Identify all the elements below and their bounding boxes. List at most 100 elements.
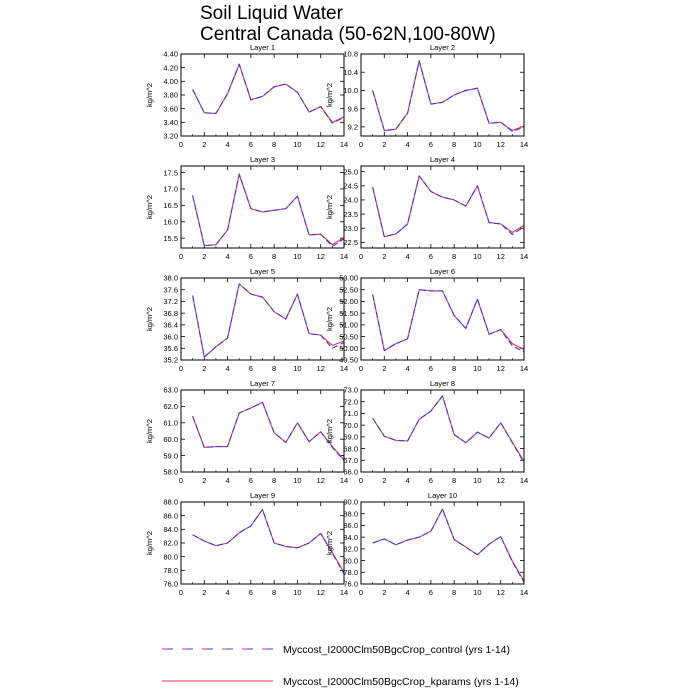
series-line-kparams: [192, 401, 345, 461]
x-tick-label: 6: [249, 476, 253, 485]
panel-4: Layer 4 0 2 4 6 8 10 12 14 22.5 23.0 23.5 24.0 24.5 25…: [325, 155, 528, 261]
panel-frame: [180, 165, 345, 249]
y-tick-label: 38.0: [163, 274, 178, 283]
y-tick-label: 52.50: [339, 285, 358, 294]
x-tick-label: 4: [225, 364, 229, 373]
series-line-kparams: [372, 395, 525, 462]
x-tick-label: 4: [405, 476, 409, 485]
x-tick-label: 12: [317, 252, 325, 261]
y-tick-label: 76.0: [343, 580, 358, 589]
y-tick-label: 61.0: [163, 419, 178, 428]
y-axis-label: kg/m^2: [325, 307, 334, 331]
y-axis-label: kg/m^2: [145, 195, 154, 219]
x-tick-label: 6: [249, 252, 253, 261]
panel-8: Layer 80 2 4 6 8 10 12 1466.067.068.069.070.071…: [325, 379, 528, 485]
y-tick-label: 50.00: [339, 344, 358, 353]
x-tick-label: 4: [405, 140, 409, 149]
panel-frame: [360, 277, 525, 361]
x-tick-label: 14: [520, 588, 528, 597]
x-tick-label: 6: [429, 588, 433, 597]
y-tick-label: 37.6: [163, 285, 178, 294]
panel-title: Layer 8: [430, 379, 455, 388]
x-tick-label: 8: [452, 476, 456, 485]
y-tick-label: 37.2: [163, 297, 178, 306]
x-tick-label: 4: [225, 140, 229, 149]
y-tick-label: 52.00: [339, 297, 358, 306]
y-tick-label: 4.40: [163, 50, 178, 59]
x-tick-label: 6: [429, 140, 433, 149]
panel-title: Layer 3: [250, 155, 275, 164]
x-tick-label: 8: [272, 588, 276, 597]
y-tick-label: 90.0: [343, 498, 358, 507]
panel-title: Layer 7: [250, 379, 275, 388]
x-tick-label: 12: [317, 588, 325, 597]
x-tick-label: 14: [520, 364, 528, 373]
y-tick-label: 9.2: [348, 123, 358, 132]
y-axis-label: kg/m^2: [145, 307, 154, 331]
y-tick-label: 70.0: [343, 421, 358, 430]
panel-title: Layer 5: [250, 267, 275, 276]
panels: Layer 10 2 4 6 8 10 12 143.203.403.603.804.004.…: [145, 43, 528, 597]
series-line-kparams: [372, 60, 525, 132]
y-tick-label: 80.0: [163, 552, 178, 561]
x-tick-label: 2: [382, 140, 386, 149]
y-tick-label: 58.0: [163, 468, 178, 477]
x-tick-label: 12: [317, 364, 325, 373]
y-tick-label: 10.4: [343, 68, 358, 77]
x-tick-label: 0: [359, 588, 363, 597]
x-tick-label: 6: [429, 252, 433, 261]
y-tick-label: 80.0: [343, 556, 358, 565]
y-tick-label: 71.0: [343, 409, 358, 418]
x-tick-label: 10: [293, 140, 301, 149]
y-tick-label: 78.0: [163, 566, 178, 575]
x-tick-label: 8: [452, 364, 456, 373]
y-tick-label: 73.0: [343, 386, 358, 395]
x-tick-label: 2: [202, 252, 206, 261]
y-tick-label: 59.0: [163, 451, 178, 460]
x-tick-label: 8: [272, 252, 276, 261]
x-tick-label: 6: [429, 476, 433, 485]
y-tick-label: 86.0: [343, 521, 358, 530]
y-tick-label: 3.60: [163, 104, 178, 113]
y-tick-label: 50.50: [339, 332, 358, 341]
x-tick-label: 8: [452, 140, 456, 149]
series-line-kparams: [192, 508, 345, 573]
y-tick-label: 3.40: [163, 118, 178, 127]
series-line-control: [192, 401, 345, 461]
y-tick-label: 36.4: [163, 321, 178, 330]
panel-frame: [180, 277, 345, 361]
y-axis-label: kg/m^2: [145, 531, 154, 555]
x-tick-label: 12: [497, 476, 505, 485]
panel-title: Layer 1: [250, 43, 275, 52]
x-tick-label: 0: [179, 588, 183, 597]
x-tick-label: 10: [293, 588, 301, 597]
x-tick-label: 4: [405, 588, 409, 597]
x-tick-label: 0: [179, 140, 183, 149]
y-tick-label: 51.00: [339, 321, 358, 330]
y-tick-label: 76.0: [163, 580, 178, 589]
y-tick-label: 62.0: [163, 402, 178, 411]
y-tick-label: 3.20: [163, 132, 178, 141]
x-tick-label: 12: [497, 588, 505, 597]
y-tick-label: 84.0: [163, 525, 178, 534]
panel-title: Layer 4: [430, 155, 455, 164]
y-tick-label: 16.0: [163, 217, 178, 226]
x-tick-label: 8: [272, 140, 276, 149]
y-tick-label: 23.0: [343, 224, 358, 233]
series-line-control: [192, 508, 345, 575]
x-tick-label: 0: [359, 252, 363, 261]
x-tick-label: 2: [382, 476, 386, 485]
y-tick-label: 49.50: [339, 356, 358, 365]
x-tick-label: 14: [340, 140, 348, 149]
y-tick-label: 10.8: [343, 50, 358, 59]
y-tick-label: 88.0: [343, 509, 358, 518]
x-tick-label: 14: [520, 476, 528, 485]
x-tick-label: 2: [202, 364, 206, 373]
panel-title: Layer 9: [250, 491, 275, 500]
x-tick-label: 10: [293, 364, 301, 373]
y-tick-label: 15.5: [163, 234, 178, 243]
y-axis-label: kg/m^2: [325, 531, 334, 555]
x-tick-label: 2: [382, 364, 386, 373]
figure-title-line2: Central Canada (50-62N,100-80W): [200, 24, 496, 45]
